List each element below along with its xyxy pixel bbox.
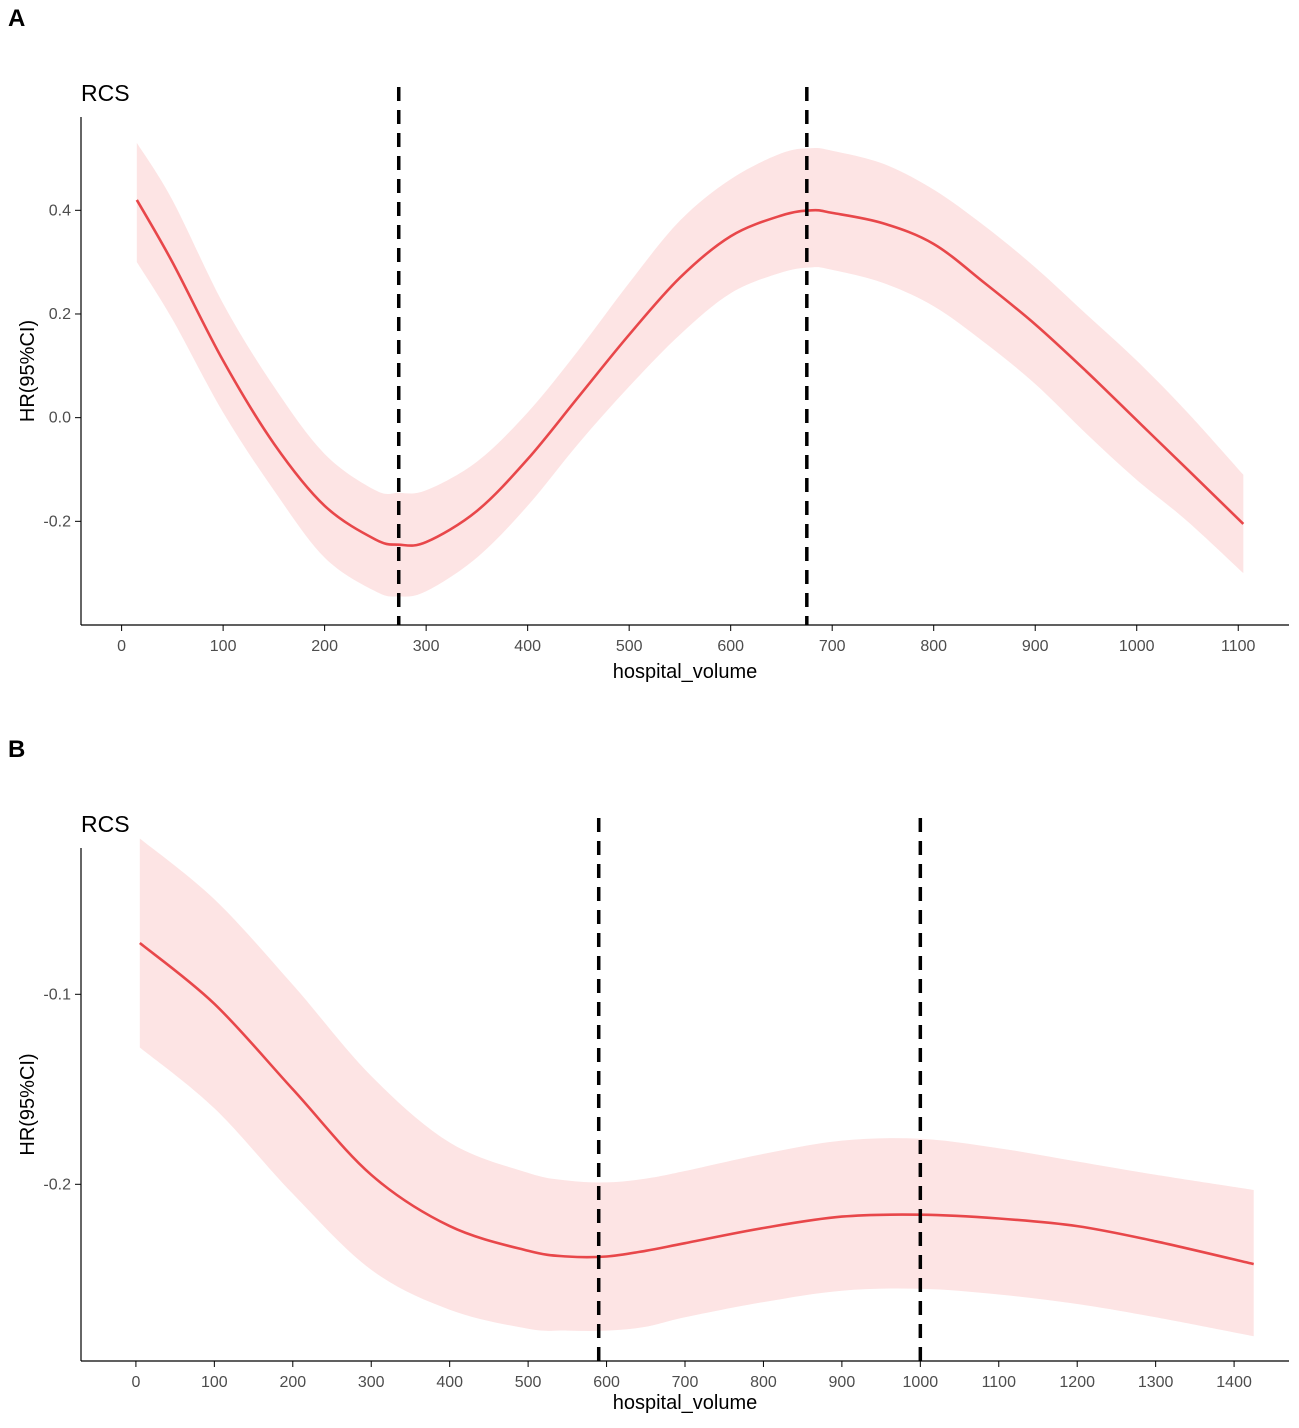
panel-label-b: B	[8, 736, 25, 763]
x-tick-label-a-500: 500	[616, 638, 643, 655]
y-tick-label-b-1: -0.1	[43, 986, 71, 1003]
x-tick-label-a-1100: 1100	[1221, 638, 1256, 655]
x-axis-title-a: hospital_volume	[613, 661, 758, 683]
y-tick-label-a-0: -0.2	[43, 513, 71, 530]
confidence-band-a	[136, 142, 1244, 597]
x-tick-label-a-600: 600	[717, 638, 744, 655]
chart-title-a: RCS	[81, 80, 130, 106]
plot-area-a: 0 100 200 300 400 500 600 700 800 900 1000 1100 -0.2…	[43, 87, 1289, 655]
panel-b: B RCS 0 100 200 300 400 500 600 700 800 900 1000 11…	[8, 736, 1289, 1414]
x-tick-label-a-900: 900	[1022, 638, 1049, 655]
x-tick-label-b-700: 700	[672, 1374, 699, 1391]
x-tick-label-a-700: 700	[819, 638, 846, 655]
x-axis-title-b: hospital_volume	[613, 1392, 758, 1414]
x-tick-label-b-1100: 1100	[982, 1374, 1017, 1391]
x-tick-label-b-1200: 1200	[1059, 1374, 1095, 1391]
x-tick-label-b-1400: 1400	[1216, 1374, 1252, 1391]
x-tick-label-b-800: 800	[750, 1374, 777, 1391]
x-tick-label-a-800: 800	[920, 638, 947, 655]
panel-label-a: A	[8, 5, 25, 32]
plot-area-b: 0 100 200 300 400 500 600 700 800 900 1000 1100 1200…	[43, 818, 1289, 1391]
x-tick-label-b-1000: 1000	[903, 1374, 939, 1391]
x-tick-label-a-300: 300	[413, 638, 440, 655]
hr-line-a	[135, 199, 1245, 547]
x-tick-label-a-200: 200	[311, 638, 338, 655]
x-tick-label-a-0: 0	[117, 638, 126, 655]
x-tick-label-b-1300: 1300	[1138, 1374, 1174, 1391]
y-tick-label-b-0: -0.2	[43, 1176, 71, 1193]
y-axis-title-b: HR(95%CI)	[17, 1053, 39, 1155]
x-tick-label-b-900: 900	[829, 1374, 856, 1391]
x-tick-label-b-0: 0	[131, 1374, 140, 1391]
x-tick-label-b-400: 400	[436, 1374, 463, 1391]
x-tick-label-b-500: 500	[515, 1374, 542, 1391]
x-tick-label-b-200: 200	[279, 1374, 306, 1391]
y-tick-label-a-2: 0.2	[49, 306, 71, 323]
chart-title-b: RCS	[81, 811, 130, 837]
x-tick-label-a-400: 400	[514, 638, 541, 655]
y-tick-label-a-3: 0.4	[49, 202, 71, 219]
panel-a: A RCS 0 100 200 300 400 500 600 700 800 900 1000 11…	[8, 5, 1289, 683]
y-tick-label-a-1: 0.0	[49, 410, 71, 427]
confidence-band-b	[139, 838, 1254, 1337]
x-tick-label-b-300: 300	[358, 1374, 385, 1391]
x-tick-label-a-100: 100	[210, 638, 237, 655]
x-tick-label-b-600: 600	[593, 1374, 620, 1391]
x-tick-label-a-1000: 1000	[1119, 638, 1155, 655]
x-tick-label-b-100: 100	[201, 1374, 228, 1391]
y-axis-title-a: HR(95%CI)	[17, 320, 39, 422]
hr-line-b	[139, 941, 1254, 1266]
